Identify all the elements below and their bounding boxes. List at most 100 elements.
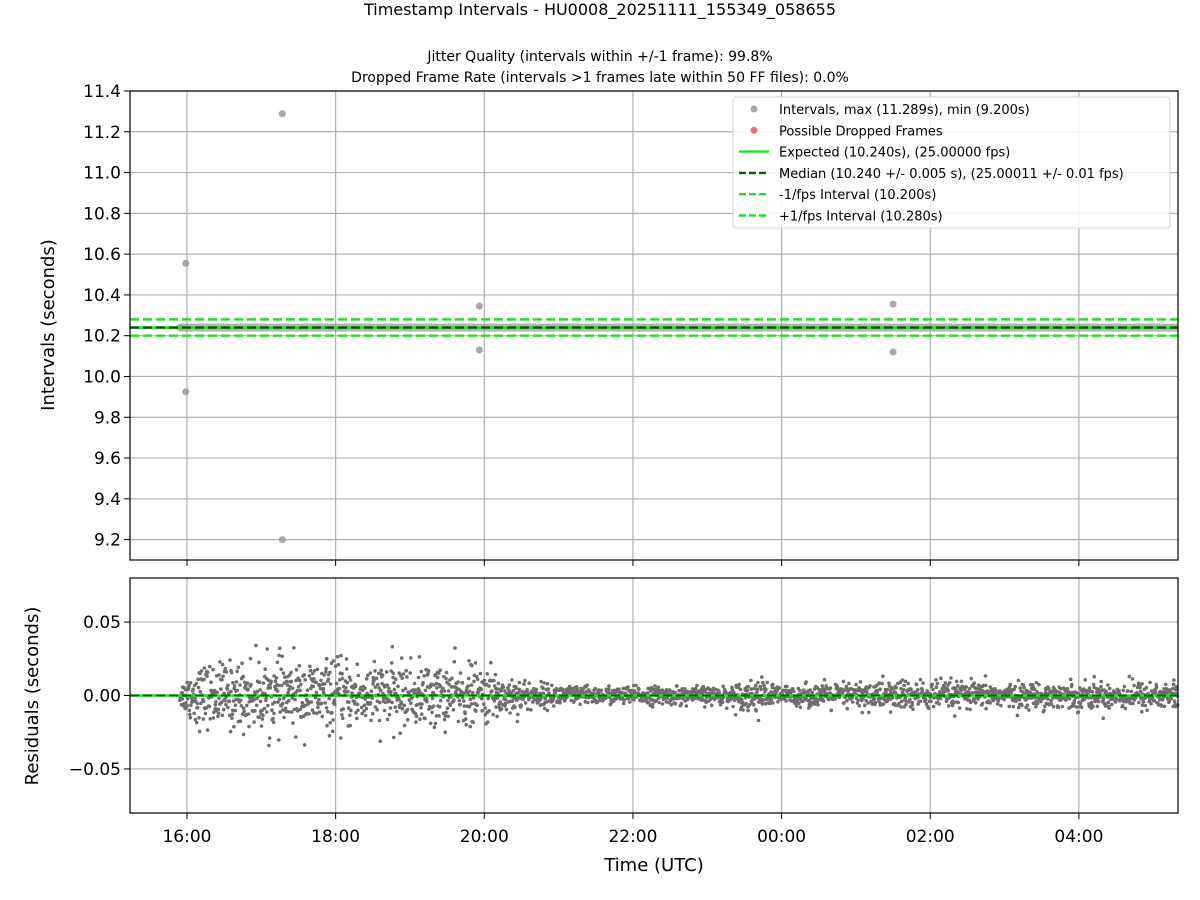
residual-point (276, 700, 280, 704)
residual-point (1043, 704, 1047, 709)
residual-point (285, 683, 290, 687)
residual-point (442, 689, 447, 693)
residual-point (271, 720, 276, 725)
residual-point (667, 688, 672, 692)
residual-point (219, 700, 224, 704)
residual-point (241, 732, 246, 737)
residual-point (1167, 699, 1171, 704)
residual-point (240, 661, 244, 665)
residual-point (430, 710, 434, 715)
residual-point (272, 700, 277, 705)
residual-point (1117, 688, 1121, 693)
residual-point (529, 708, 533, 712)
residual-point (857, 704, 862, 708)
residual-point (457, 698, 462, 703)
residual-point (854, 682, 858, 687)
residual-point (438, 668, 443, 672)
residual-point (289, 679, 294, 684)
residual-point (660, 702, 665, 706)
residual-point (261, 713, 265, 717)
residual-point (414, 714, 419, 719)
residual-point (751, 703, 756, 707)
intervals-y-tick-label: 11.2 (83, 123, 121, 143)
residual-point (353, 702, 357, 706)
residual-point (545, 681, 550, 686)
residual-point (243, 684, 248, 688)
residual-point (1121, 688, 1126, 693)
residual-point (1070, 682, 1074, 687)
residual-point (211, 716, 216, 720)
intervals-panel: 9.2 9.4 9.6 9.8 10.0 10.2 10.4 10.6 10.8 11.0 11.2… (38, 82, 1179, 566)
residual-point (946, 688, 950, 693)
residual-point (196, 685, 201, 690)
intervals-y-axis-label: Intervals (seconds) (38, 239, 59, 411)
residual-point (398, 731, 403, 735)
residual-point (1071, 704, 1076, 708)
legend-box (732, 96, 1171, 229)
residual-point (443, 730, 448, 734)
residual-point (661, 697, 665, 701)
residual-point (188, 681, 193, 685)
residual-point (309, 700, 314, 704)
residual-point (332, 698, 337, 702)
residual-point (350, 691, 354, 695)
residual-point (220, 662, 225, 667)
residual-point (899, 699, 904, 704)
residual-point (521, 697, 525, 702)
legend-label: Median (10.240 +/- 0.005 s), (25.00011 +… (779, 167, 1124, 182)
residual-point (1148, 680, 1152, 685)
residual-point (529, 689, 534, 694)
residual-point (810, 690, 814, 695)
residual-point (321, 686, 326, 691)
residual-point (185, 704, 190, 708)
residual-point (938, 690, 942, 694)
residual-point (436, 671, 441, 675)
residual-point (684, 704, 689, 708)
residual-point (462, 704, 467, 708)
residual-point (464, 717, 468, 721)
residual-point (294, 668, 299, 672)
residual-point (972, 681, 976, 685)
residual-point (761, 680, 765, 685)
residual-point (223, 698, 227, 703)
residual-point (324, 656, 329, 661)
residual-point (1016, 678, 1021, 683)
residual-point (416, 675, 421, 680)
residual-point (510, 699, 515, 703)
residual-point (1051, 704, 1056, 709)
residual-point (660, 688, 664, 692)
time-x-axis: 16:00 18:00 20:00 22:00 00:00 02:00 04:00 (162, 813, 1103, 847)
residual-point (677, 688, 681, 693)
residual-point (1042, 708, 1046, 713)
residual-point (385, 683, 390, 687)
residual-point (456, 680, 460, 684)
intervals-y-tick-label: 9.8 (94, 408, 121, 428)
residual-point (483, 706, 488, 710)
residual-point (300, 701, 305, 705)
residual-point (968, 700, 973, 705)
residual-point (245, 681, 250, 685)
residual-point (254, 643, 258, 648)
residual-point (413, 688, 418, 692)
residual-point (317, 710, 322, 714)
residual-point (654, 698, 659, 703)
residuals-y-axis-label: Residuals (seconds) (22, 607, 43, 786)
residual-point (299, 682, 303, 687)
residual-point (1172, 678, 1176, 682)
residual-point (1051, 696, 1055, 700)
residual-point (444, 670, 449, 675)
residual-point (485, 720, 490, 724)
residual-point (822, 688, 827, 693)
residual-point (376, 682, 380, 687)
residual-point (1096, 699, 1101, 704)
residual-point (333, 702, 337, 706)
residual-point (758, 684, 763, 689)
residual-point (897, 701, 901, 706)
residual-point (492, 699, 497, 703)
residual-point (456, 719, 461, 724)
residual-point (947, 704, 951, 708)
residual-point (356, 673, 361, 678)
intervals-y-tick-label: 9.2 (94, 531, 121, 551)
residual-point (841, 679, 846, 684)
residual-point (581, 687, 585, 691)
